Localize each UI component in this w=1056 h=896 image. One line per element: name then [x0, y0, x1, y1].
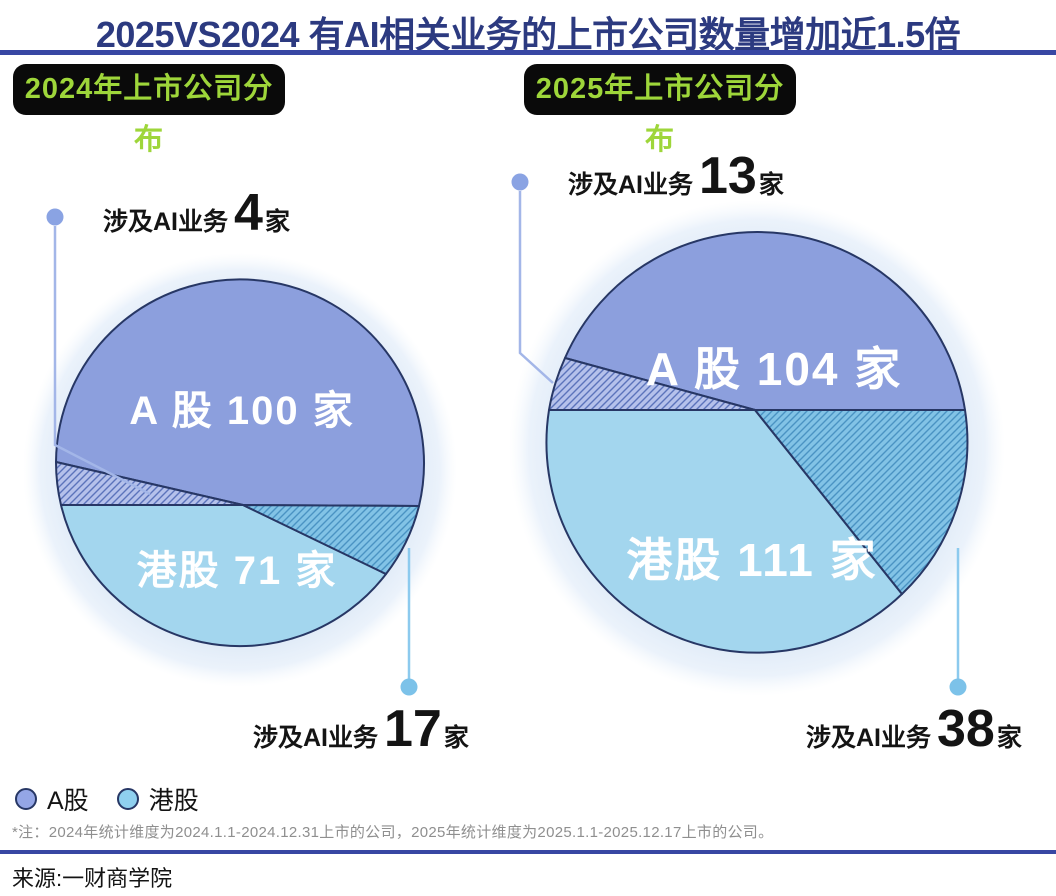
legend: A股 港股 — [15, 781, 199, 817]
footnote: *注：2024年统计维度为2024.1.1-2024.12.31上市的公司，20… — [12, 824, 774, 841]
pie-2025-a-share-label: A 股 104 家 — [645, 343, 903, 395]
pie-2025-slice-hk-ai-hatched — [754, 409, 969, 595]
callout-2025-a-share: 涉及AI业务 13家 — [568, 150, 784, 202]
pie-2025-slice-a-share — [564, 231, 966, 411]
callout-2025-a-share-number: 13 — [699, 147, 757, 205]
legend-swatch-hk — [116, 788, 139, 810]
callout-2024-hk: 涉及AI业务 17家 — [253, 703, 469, 755]
pointer-dot-2025-a-share — [511, 173, 529, 191]
pointer-dot-2025-hk — [949, 678, 967, 696]
legend-label-hk: 港股 — [148, 787, 199, 815]
callout-2025-hk-number: 38 — [937, 700, 995, 758]
callout-2025-a-share-prefix: 涉及AI业务 — [568, 171, 694, 199]
pointer-dot-2024-hk — [400, 678, 418, 696]
pointer-line-2024-a-share — [53, 226, 151, 496]
page-title: 2025VS2024 有AI相关业务的上市公司数量增加近1.5倍 — [95, 14, 961, 55]
callout-2024-hk-suffix: 家 — [443, 724, 469, 752]
callout-2025-a-share-suffix: 家 — [758, 171, 784, 199]
legend-item-a-share: A股 — [15, 781, 89, 817]
pointer-dot-2024-a-share — [46, 208, 64, 226]
callout-2025-hk-suffix: 家 — [996, 724, 1022, 752]
callout-2024-hk-number: 17 — [384, 700, 442, 758]
callout-2024-a-share-prefix: 涉及AI业务 — [103, 208, 229, 236]
callout-2024-a-share: 涉及AI业务 4家 — [103, 187, 290, 239]
pointer-line-2025-a-share — [518, 191, 554, 384]
pie-2024-a-share-label: A 股 100 家 — [129, 389, 355, 433]
title-underline — [0, 50, 1056, 55]
pie-2025 — [545, 231, 969, 654]
legend-label-a-share: A股 — [47, 787, 89, 815]
legend-item-hk: 港股 — [116, 781, 199, 817]
callout-2025-hk: 涉及AI业务 38家 — [806, 703, 1022, 755]
legend-swatch-a-share — [15, 788, 37, 810]
pie-2025-hk-label: 港股 111 家 — [626, 534, 878, 586]
pie-2025-slice-hk — [545, 409, 903, 654]
callout-2025-hk-prefix: 涉及AI业务 — [806, 724, 932, 752]
pie-2024-slice-a-share — [55, 278, 425, 507]
callout-2024-a-share-number: 4 — [234, 184, 263, 242]
pie-2024-slice-hk-ai-hatched — [242, 504, 420, 575]
callout-pointers — [53, 191, 960, 679]
badge-2025: 2025年上市公司分布 — [524, 64, 796, 156]
pie-2024-hk-label: 港股 71 家 — [136, 549, 338, 593]
pie-2024-slice-hk — [60, 504, 387, 648]
pie-2024 — [54, 278, 425, 648]
bottom-divider — [0, 850, 1056, 854]
callout-2024-hk-prefix: 涉及AI业务 — [253, 724, 379, 752]
source-attribution: 来源:一财商学院 — [12, 866, 173, 891]
badge-2024: 2024年上市公司分布 — [13, 64, 285, 156]
callout-2024-a-share-suffix: 家 — [264, 208, 290, 236]
